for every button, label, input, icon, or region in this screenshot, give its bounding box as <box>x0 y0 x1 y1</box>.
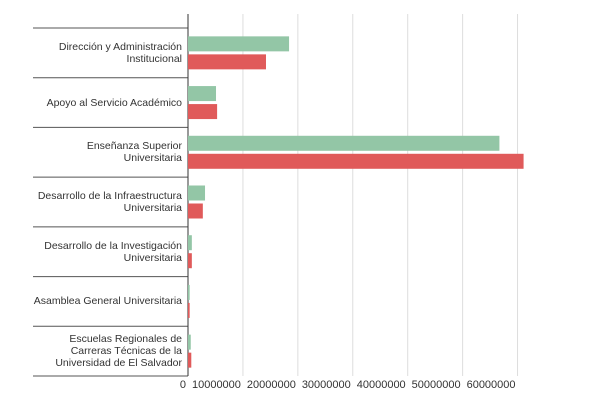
bar <box>188 135 500 151</box>
x-tick-label: 30000000 <box>302 379 351 391</box>
category-label: Desarrollo de la Investigación Universit… <box>44 239 182 264</box>
category-label: Asamblea General Universitaria <box>33 295 182 308</box>
bar <box>188 86 217 102</box>
x-tick-label: 50000000 <box>412 379 461 391</box>
category-label: Enseñanza Superior Universitaria <box>86 140 182 165</box>
bar <box>188 54 266 70</box>
category-label: Apoyo al Servicio Académico <box>46 96 182 109</box>
category-label: Desarrollo de la Infraestructura Univers… <box>37 189 182 214</box>
bar <box>188 284 190 300</box>
x-tick-label: 60000000 <box>467 379 516 391</box>
bar <box>188 153 524 169</box>
x-tick-label: 20000000 <box>247 379 296 391</box>
bar <box>188 203 203 219</box>
bar <box>188 334 191 350</box>
bar <box>188 253 192 269</box>
bar <box>188 352 192 368</box>
bar <box>188 235 192 251</box>
bar <box>188 302 190 318</box>
bar <box>188 185 206 201</box>
x-tick-label: 0 <box>180 379 186 391</box>
x-tick-label: 40000000 <box>357 379 406 391</box>
category-label: Escuelas Regionales de Carreras Técnicas… <box>55 333 182 370</box>
category-label: Dirección y Administración Institucional <box>58 40 182 65</box>
x-tick-label: 10000000 <box>192 379 241 391</box>
bar <box>188 104 218 120</box>
bar <box>188 36 290 52</box>
